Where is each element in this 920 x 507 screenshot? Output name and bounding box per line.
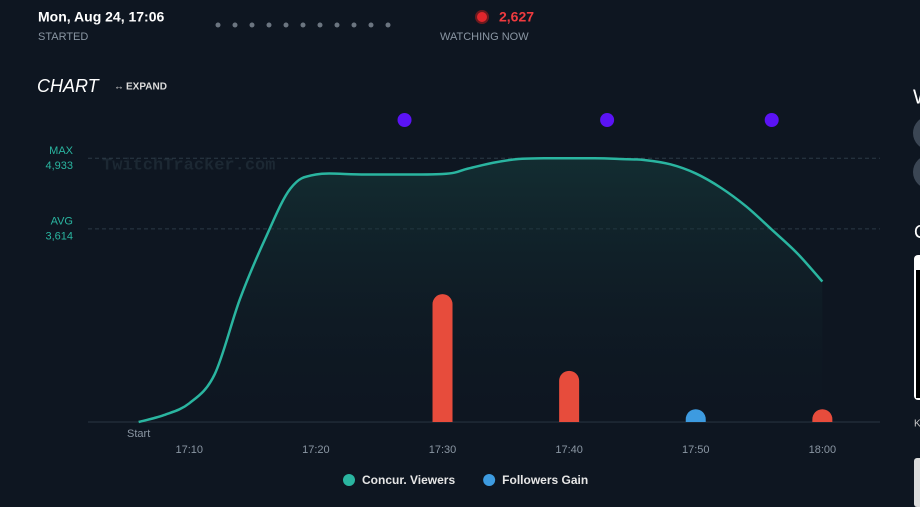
activity-bar — [685, 409, 706, 422]
legend-label: Concur. Viewers — [362, 473, 455, 487]
watermark: TwitchTracker.com — [102, 156, 275, 175]
started-value: Mon, Aug 24, 17:06 — [38, 9, 165, 25]
max-label: MAX — [49, 145, 74, 157]
chart-heading: CHART — [37, 76, 101, 96]
x-tick-label: 17:40 — [555, 444, 583, 456]
activity-bar — [559, 370, 580, 422]
legend-label: Followers Gain — [502, 473, 588, 487]
x-tick-label: 17:30 — [429, 444, 457, 456]
side-letter: C — [914, 222, 920, 242]
event-marker[interactable] — [397, 113, 412, 127]
expand-icon[interactable]: ↔ — [114, 82, 124, 93]
legend-swatch — [483, 474, 496, 486]
viewers-area — [138, 158, 823, 422]
watching-value: 2,627 — [499, 9, 534, 25]
activity-bar — [812, 409, 833, 422]
x-tick-label: 18:00 — [809, 444, 837, 456]
event-marker[interactable] — [600, 113, 615, 127]
x-tick-label: 17:50 — [682, 444, 710, 456]
viewers-line — [138, 156, 824, 424]
side-panel: W C K — [913, 86, 920, 507]
legend-swatch — [343, 474, 355, 486]
live-dot — [475, 10, 489, 24]
side-card-image — [916, 270, 920, 398]
side-avatar[interactable] — [913, 116, 920, 150]
side-letter: W — [913, 86, 920, 108]
side-card[interactable] — [914, 458, 920, 507]
watching-label: WATCHING NOW — [440, 31, 529, 43]
side-avatar[interactable] — [913, 155, 920, 189]
avg-label: AVG — [51, 216, 73, 228]
x-tick-label: 17:20 — [302, 444, 330, 456]
max-value: 4,933 — [45, 160, 73, 172]
avg-value: 3,614 — [45, 231, 73, 243]
page-dots — [215, 22, 391, 28]
activity-bar — [432, 294, 453, 422]
expand-button[interactable]: EXPAND — [126, 82, 167, 93]
event-marker[interactable] — [764, 113, 779, 127]
started-label: STARTED — [38, 31, 88, 43]
x-tick-label: 17:10 — [176, 444, 204, 456]
side-letter: K — [914, 419, 920, 430]
start-label: Start — [127, 428, 150, 440]
